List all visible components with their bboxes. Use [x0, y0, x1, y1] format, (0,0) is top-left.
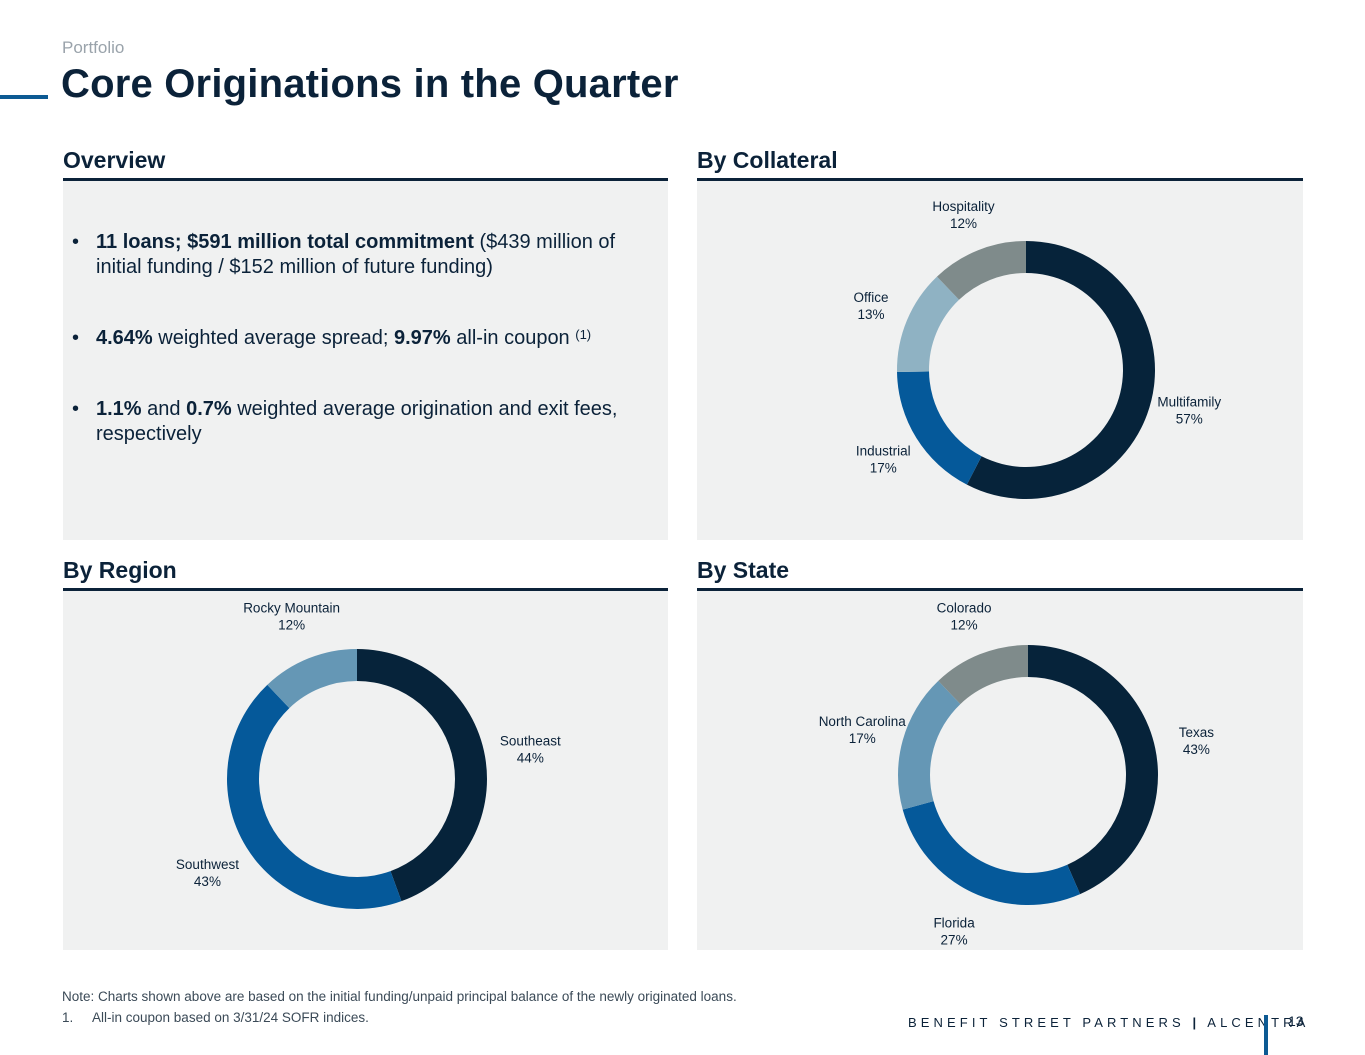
state-value-north-carolina: 17% [849, 731, 876, 746]
brand-alcentra: ALCENTRA [1207, 1015, 1310, 1030]
collateral-label-office: Office [854, 290, 889, 305]
state-value-colorado: 12% [951, 617, 978, 632]
bullet-3-text-2: weighted average origination and exit fe… [96, 398, 618, 445]
bullet-3-text-1: and [141, 398, 187, 420]
brand-separator: | [1192, 1015, 1201, 1030]
overview-bullet-2: 4.64% weighted average spread; 9.97% all… [70, 326, 660, 351]
brand-accent-bar [1264, 1015, 1268, 1055]
collateral-slice-multifamily [966, 241, 1155, 499]
footnote-ref: (1) [575, 327, 592, 342]
page-supertitle: Portfolio [62, 38, 125, 57]
collateral-rule [697, 178, 1303, 181]
state-value-florida: 27% [941, 932, 968, 947]
region-donut-chart: Southeast 44% Southwest 43% Rocky Mountain 12… [176, 601, 561, 909]
region-slice-southeast [357, 649, 487, 902]
page-title: Core Originations in the Quarter [61, 62, 679, 106]
state-value-texas: 43% [1183, 742, 1210, 757]
region-label-southeast: Southeast [500, 733, 561, 748]
bullet-3-bold-origination: 1.1% [96, 398, 142, 420]
state-label-texas: Texas [1179, 725, 1215, 740]
title-accent-rule [0, 95, 48, 99]
collateral-value-hospitality: 12% [950, 216, 977, 231]
region-value-southeast: 44% [517, 750, 544, 765]
overview-bullet-3: 1.1% and 0.7% weighted average originati… [70, 397, 660, 447]
overview-bullets: 11 loans; $591 million total commitment … [70, 230, 660, 493]
bullet-1-text: ($439 million of initial funding / $152 … [96, 231, 616, 278]
bullet-2-text-1: weighted average spread; [152, 327, 394, 349]
brand-wordmark: BENEFIT STREET PARTNERS | ALCENTRA [908, 1015, 1309, 1030]
chart-note: Note: Charts shown above are based on th… [62, 989, 737, 1004]
overview-bullet-1: 11 loans; $591 million total commitment … [70, 230, 660, 280]
overview-rule [63, 178, 668, 181]
collateral-value-multifamily: 57% [1176, 412, 1203, 427]
bullet-2-bold-spread: 4.64% [96, 327, 153, 349]
overview-heading: Overview [63, 147, 166, 173]
collateral-slice-hospitality [936, 241, 1026, 300]
collateral-value-industrial: 17% [870, 461, 897, 476]
state-slice-north-carolina [898, 680, 961, 810]
footnote-text: All-in coupon based on 3/31/24 SOFR indi… [92, 1010, 369, 1025]
collateral-slice-office [897, 276, 960, 373]
bullet-3-bold-exit: 0.7% [186, 398, 232, 420]
collateral-value-office: 13% [858, 307, 885, 322]
state-slice-texas [1028, 645, 1158, 895]
bullet-2-text-2: all-in coupon [450, 327, 576, 349]
collateral-slice-industrial [897, 371, 982, 485]
state-rule [697, 588, 1303, 591]
region-label-rocky-mountain: Rocky Mountain [243, 601, 340, 616]
region-rule [63, 588, 668, 591]
bullet-1-bold: 11 loans; $591 million total commitment [96, 231, 474, 253]
state-label-florida: Florida [933, 915, 975, 930]
collateral-label-hospitality: Hospitality [932, 199, 995, 214]
state-heading: By State [697, 557, 790, 583]
page-number: 13 [1288, 1013, 1304, 1029]
collateral-heading: By Collateral [697, 147, 838, 173]
state-label-north-carolina: North Carolina [819, 714, 907, 729]
region-label-southwest: Southwest [176, 857, 239, 872]
state-label-colorado: Colorado [937, 600, 992, 615]
region-value-rocky-mountain: 12% [278, 618, 305, 633]
state-donut-chart: Texas 43% Florida 27% North Carolina 17% Color… [819, 600, 1215, 947]
brand-bsp: BENEFIT STREET PARTNERS [908, 1015, 1185, 1030]
region-slice-southwest [227, 684, 402, 909]
region-slice-rocky-mountain [267, 649, 357, 709]
footnote-number: 1. [62, 1010, 74, 1025]
region-heading: By Region [63, 557, 177, 583]
collateral-label-multifamily: Multifamily [1157, 395, 1221, 410]
state-slice-colorado [938, 645, 1028, 705]
collateral-donut-chart: Multifamily 57% Industrial 17% Office 13% Hosp… [854, 199, 1221, 499]
state-slice-florida [902, 801, 1081, 905]
region-value-southwest: 43% [194, 874, 221, 889]
bullet-2-bold-coupon: 9.97% [394, 327, 451, 349]
collateral-label-industrial: Industrial [856, 444, 911, 459]
